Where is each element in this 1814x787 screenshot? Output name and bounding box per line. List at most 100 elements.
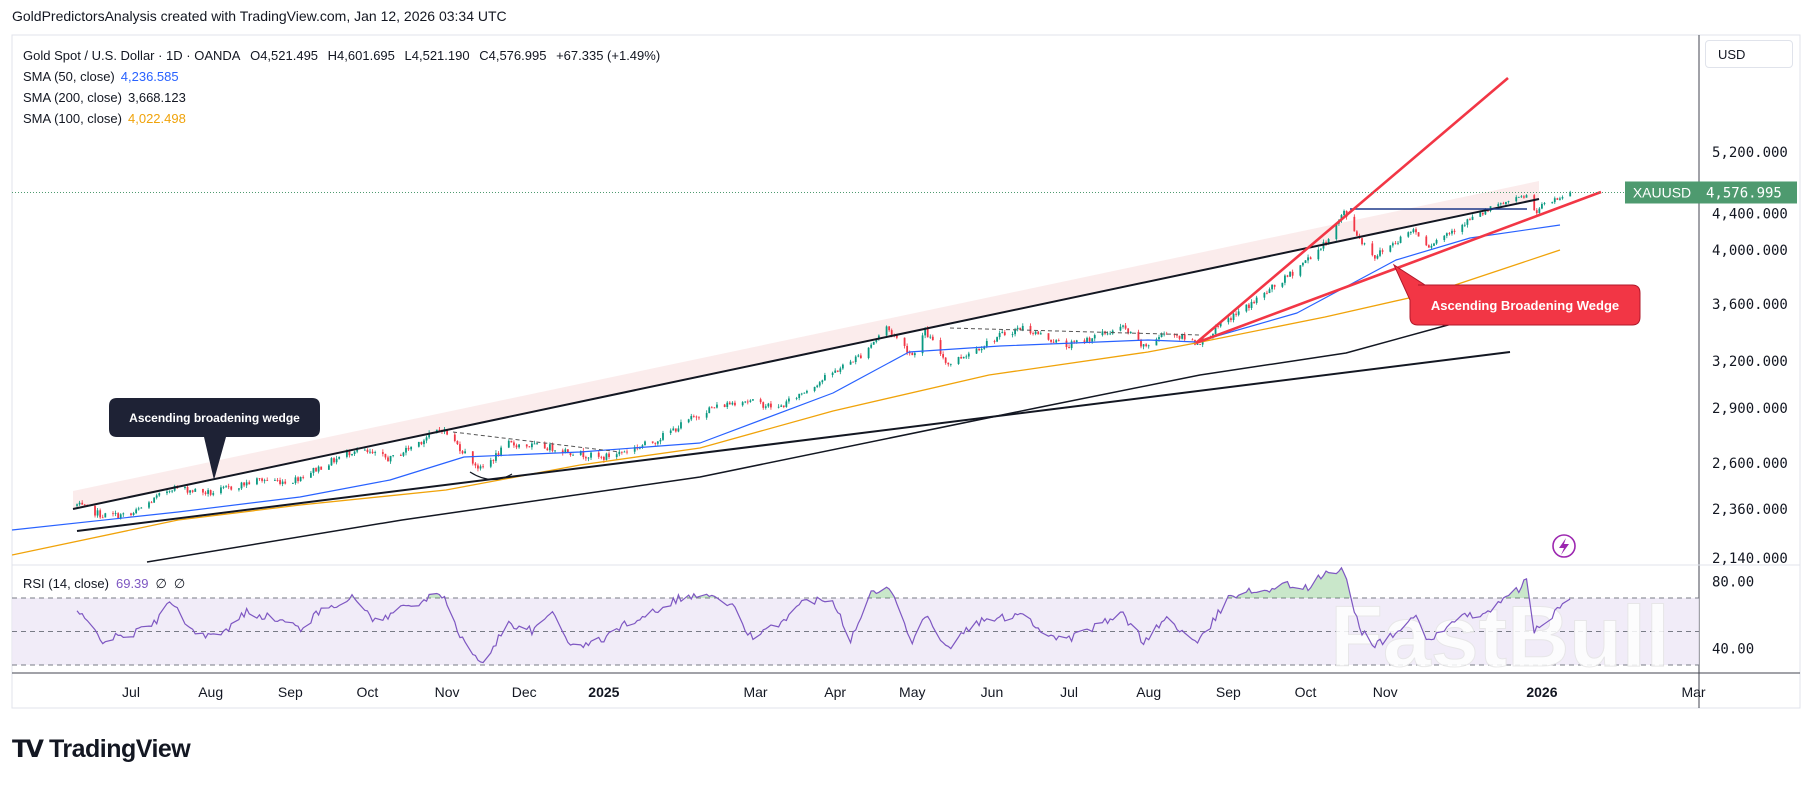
right-callout[interactable]: Ascending Broadening Wedge — [1392, 263, 1641, 326]
candle — [824, 372, 826, 381]
symbol-legend-row[interactable]: Gold Spot / U.S. Dollar · 1D · OANDA O4,… — [23, 45, 666, 66]
candle — [644, 440, 646, 446]
tradingview-logo[interactable]: 𝗧𝗩 TradingView — [12, 735, 191, 764]
candle — [456, 440, 459, 446]
candle — [1034, 330, 1037, 336]
candle-body — [263, 480, 266, 482]
price-tick-label: 2,360.000 — [1712, 502, 1788, 518]
candle-body — [1158, 337, 1160, 340]
candle-body — [137, 508, 140, 510]
candle-body — [1001, 332, 1004, 333]
candle — [1001, 329, 1004, 334]
candle — [620, 451, 623, 455]
candle-body — [1427, 245, 1430, 248]
candle-body — [543, 443, 546, 449]
candle — [921, 332, 924, 356]
candle-body — [1569, 192, 1572, 197]
candle-body — [767, 403, 770, 407]
candle-body — [477, 465, 479, 469]
candle-body — [320, 466, 323, 470]
candle — [256, 477, 258, 486]
candle — [1178, 335, 1181, 341]
candle — [1435, 238, 1438, 245]
candle-body — [818, 382, 821, 386]
candle-body — [924, 328, 927, 336]
candle-body — [677, 428, 680, 432]
candle — [744, 401, 747, 404]
candle-body — [258, 478, 261, 480]
candle-body — [579, 450, 582, 455]
candle-body — [1551, 202, 1554, 204]
candle — [1068, 344, 1070, 349]
candle — [1412, 227, 1415, 234]
candle-body — [921, 335, 924, 354]
candle — [677, 425, 680, 433]
candle — [947, 362, 950, 367]
sma100-legend-row[interactable]: SMA (100, close) 4,022.498 — [23, 108, 666, 129]
left-callout-text: Ascending broadening wedge — [129, 411, 300, 425]
time-tick-label: Nov — [435, 684, 460, 700]
candle — [76, 503, 78, 508]
candle-body — [1302, 262, 1304, 266]
right-callout-box — [1392, 263, 1641, 326]
candle — [654, 442, 657, 446]
currency-button[interactable]: USD — [1705, 40, 1793, 68]
candle-body — [888, 326, 891, 331]
candle-body — [626, 451, 628, 453]
candle — [626, 449, 628, 455]
candle — [276, 477, 279, 482]
candle-body — [680, 422, 682, 429]
candle-body — [913, 353, 916, 356]
rsi-legend[interactable]: RSI (14, close) 69.39 ∅ ∅ — [23, 576, 185, 591]
candle — [1284, 274, 1286, 286]
candle — [983, 345, 986, 350]
candle — [1273, 284, 1276, 290]
left-callout[interactable]: Ascending broadening wedge — [109, 398, 320, 480]
candle-body — [1445, 233, 1448, 236]
candle-body — [644, 441, 646, 446]
candle — [1453, 228, 1456, 235]
candle-body — [245, 482, 248, 486]
candle — [651, 441, 654, 444]
candle — [618, 449, 621, 457]
candle-body — [998, 332, 1001, 338]
candle-body — [1559, 198, 1561, 200]
candle — [500, 445, 502, 457]
candle-body — [770, 403, 772, 408]
time-tick-label: Oct — [1295, 684, 1317, 700]
ohlc-open: O4,521.495 — [250, 48, 319, 63]
candle-body — [474, 463, 477, 466]
candle-body — [1373, 255, 1376, 259]
time-tick-label: Oct — [357, 684, 379, 700]
candle — [1047, 333, 1050, 341]
sma200-legend-row[interactable]: SMA (200, close) 3,668.123 — [23, 87, 666, 108]
candle-body — [641, 445, 644, 447]
candle-body — [531, 443, 533, 448]
candle — [1445, 232, 1448, 239]
candle — [245, 479, 248, 489]
candle — [716, 401, 718, 409]
candle — [1317, 246, 1320, 261]
candle — [1032, 331, 1034, 336]
candle — [839, 366, 842, 375]
sma50-legend-row[interactable]: SMA (50, close) 4,236.585 — [23, 66, 666, 87]
candle-body — [749, 400, 752, 402]
candle-body — [597, 452, 600, 457]
candle — [1291, 269, 1294, 279]
candle — [83, 503, 86, 506]
lightning-icon[interactable] — [1552, 534, 1576, 558]
candle-body — [94, 505, 96, 516]
sma200-value: 3,668.123 — [128, 90, 186, 105]
candle — [590, 451, 592, 460]
candle-body — [1484, 210, 1487, 215]
candle-body — [500, 447, 502, 456]
candle — [929, 334, 932, 339]
candle-body — [780, 405, 783, 407]
candle-body — [410, 446, 413, 450]
candle-body — [1517, 196, 1520, 198]
dashed-resistance-line — [452, 431, 621, 453]
candle-body — [1142, 344, 1145, 347]
candle-body — [1520, 196, 1523, 198]
candle — [1016, 325, 1019, 332]
